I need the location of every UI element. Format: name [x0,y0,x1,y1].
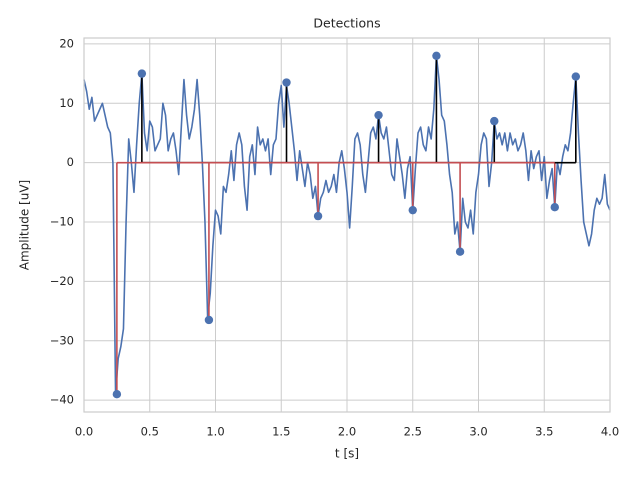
x-tick-label: 2.0 [338,425,356,439]
x-tick-label: 3.0 [469,425,487,439]
stem-marker [550,202,559,212]
stem-marker [432,51,441,61]
chart-title: Detections [313,16,380,31]
x-tick-label: 0.5 [141,425,159,439]
y-tick-label: −40 [50,393,74,407]
x-tick-label: 1.5 [272,425,290,439]
x-tick-label: 1.0 [206,425,224,439]
y-tick-label: 20 [59,36,74,50]
stem-marker [112,389,122,399]
x-tick-label: 4.0 [601,425,619,439]
y-tick-label: −20 [50,274,74,288]
stem-marker [408,205,417,215]
x-tick-label: 3.5 [535,425,553,439]
x-tick-label: 0.0 [75,425,93,439]
y-tick-label: −30 [50,333,74,347]
y-tick-label: −10 [50,215,74,229]
stem-marker [490,116,499,126]
x-axis-label: t [s] [335,447,359,461]
stem-marker [282,78,291,87]
stem-marker [137,69,147,78]
x-tick-label: 2.5 [404,425,422,439]
stem-marker [374,110,383,120]
stem-marker [204,315,214,325]
stem-marker [455,247,465,256]
y-tick-label: 0 [67,155,74,169]
y-axis-label: Amplitude [uV] [18,180,32,271]
stem-marker [571,72,581,81]
y-tick-label: 10 [59,96,74,110]
signal-line [83,55,611,395]
plot-frame [83,37,611,413]
stem-marker [313,211,323,221]
